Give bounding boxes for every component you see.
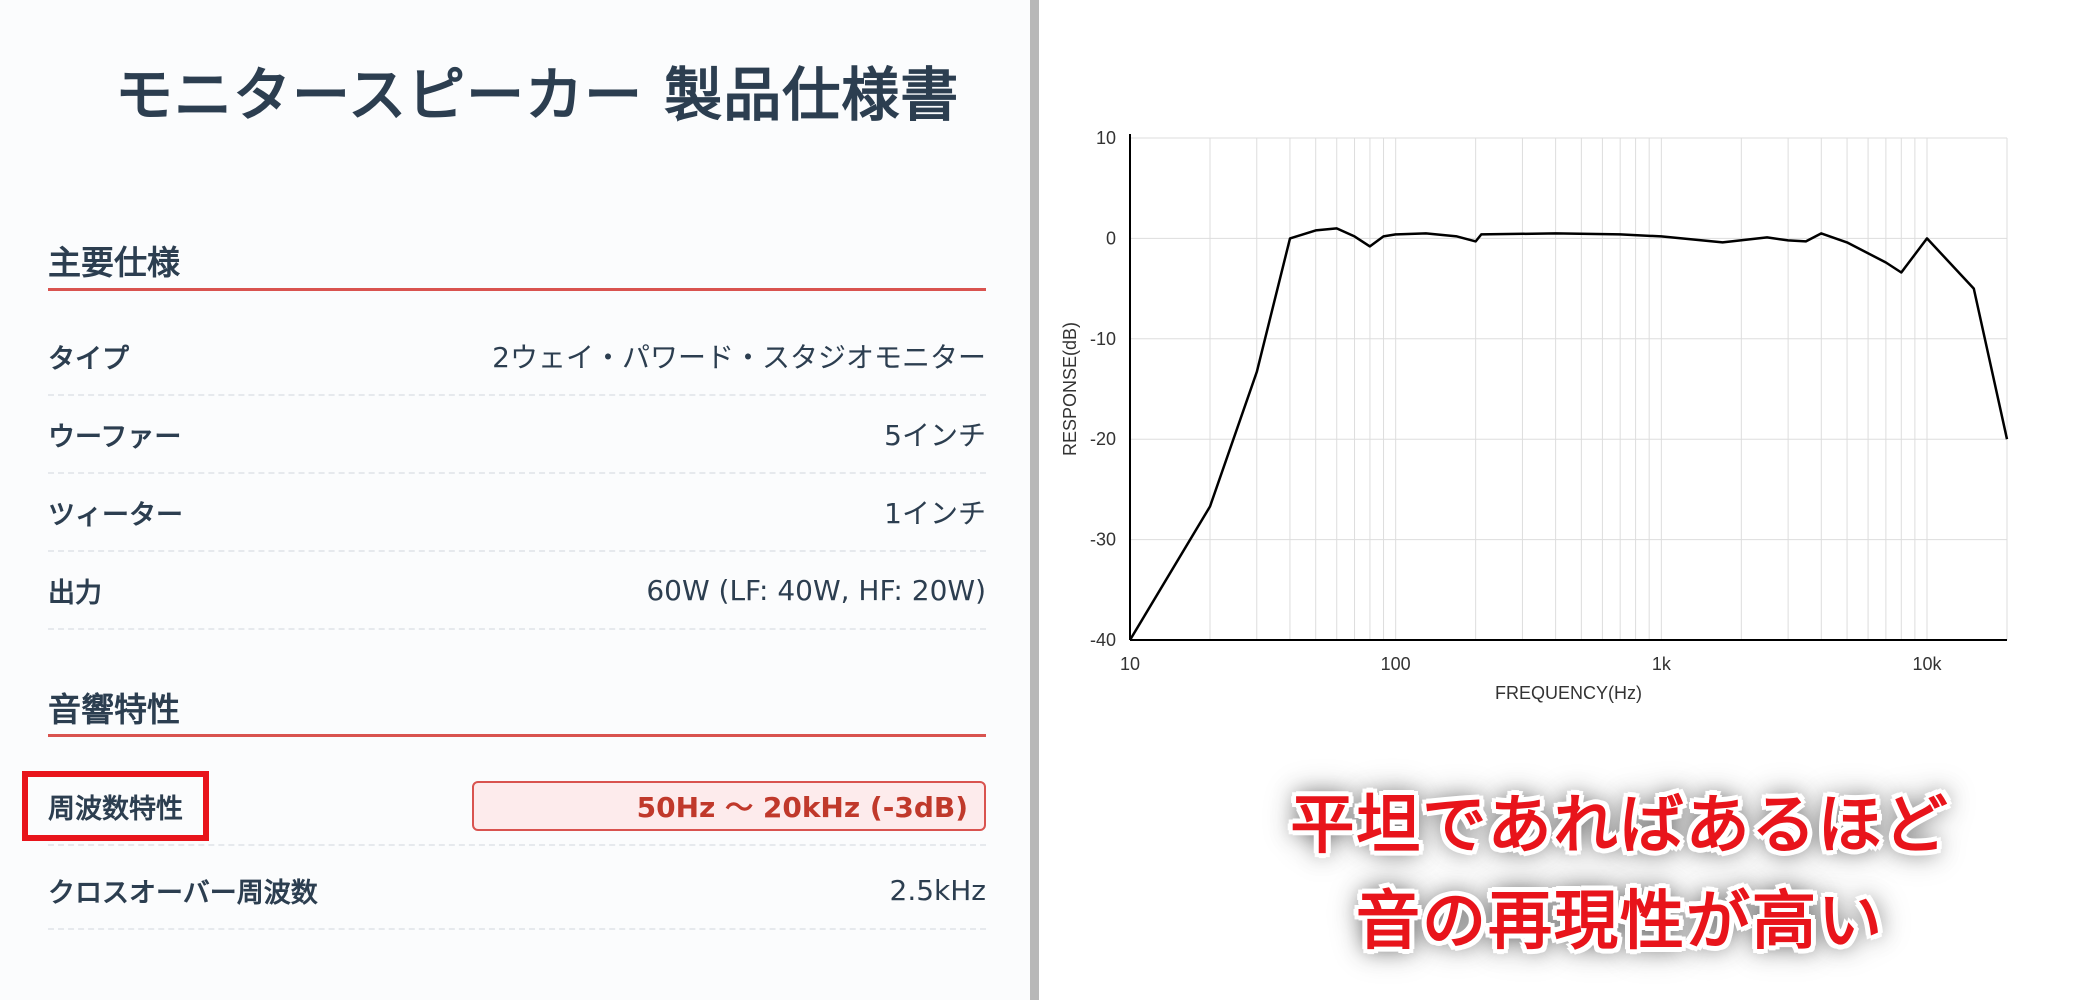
- annotation-callout: 平坦であればあるほど 音の再現性が高い: [1180, 778, 2060, 970]
- section-title-main-specs: 主要仕様: [48, 243, 180, 282]
- spec-sheet: モニタースピーカー 製品仕様書 主要仕様 タイプ 2ウェイ・パワード・スタジオモ…: [0, 0, 1030, 1000]
- x-tick-label: 100: [1381, 654, 1411, 674]
- response-curve: [1128, 227, 2009, 641]
- spec-row-type: タイプ 2ウェイ・パワード・スタジオモニター: [48, 318, 986, 396]
- x-axis-title: FREQUENCY(Hz): [1495, 683, 1642, 703]
- spec-value: 2ウェイ・パワード・スタジオモニター: [492, 341, 986, 374]
- x-tick-label: 10: [1120, 654, 1140, 674]
- spec-label: 出力: [48, 577, 102, 609]
- y-tick-label: 0: [1106, 228, 1116, 248]
- spec-value: 60W (LF: 40W, HF: 20W): [646, 573, 986, 607]
- panel-divider: [1030, 0, 1039, 1000]
- highlighted-spec-value: 50Hz 〜 20kHz (-3dB): [472, 781, 986, 831]
- x-tick-label: 1k: [1652, 654, 1672, 674]
- spec-label: ウーファー: [48, 421, 182, 453]
- section-title-acoustic: 音響特性: [48, 690, 180, 729]
- section-rule-main-specs: [48, 288, 986, 291]
- section-rule-acoustic: [48, 734, 986, 737]
- x-tick-label: 10k: [1913, 654, 1943, 674]
- y-tick-label: -10: [1090, 329, 1116, 349]
- chart-panel: 10 0 -10 -20 -30 -40 10 100 1k 10k FREQUENCY(Hz) RE…: [1039, 0, 2100, 1000]
- spec-value: 2.5kHz: [889, 873, 987, 907]
- spec-row-frequency-response: 周波数特性 50Hz 〜 20kHz (-3dB): [48, 768, 986, 846]
- spec-row-woofer: ウーファー 5インチ: [48, 396, 986, 474]
- spec-label: タイプ: [48, 343, 129, 375]
- spec-value: 5インチ: [884, 419, 986, 452]
- callout-line-2: 音の再現性が高い: [1356, 885, 1884, 959]
- document-title: モニタースピーカー 製品仕様書: [115, 61, 960, 129]
- spec-label: 周波数特性: [48, 793, 183, 825]
- spec-row-output: 出力 60W (LF: 40W, HF: 20W): [48, 552, 986, 630]
- y-tick-label: -20: [1090, 429, 1116, 449]
- spec-row-tweeter: ツィーター 1インチ: [48, 474, 986, 552]
- y-tick-label: 10: [1096, 128, 1116, 148]
- callout-line-1: 平坦であればあるほど: [1290, 789, 1950, 863]
- annotation-highlight-box: [22, 771, 209, 841]
- y-tick-label: -40: [1090, 630, 1116, 650]
- spec-value: 1インチ: [884, 497, 986, 530]
- spec-label: クロスオーバー周波数: [48, 877, 318, 909]
- spec-row-crossover: クロスオーバー周波数 2.5kHz: [48, 852, 986, 930]
- y-tick-label: -30: [1090, 530, 1116, 550]
- y-axis-title: RESPONSE(dB): [1060, 322, 1080, 456]
- spec-label: ツィーター: [48, 499, 183, 531]
